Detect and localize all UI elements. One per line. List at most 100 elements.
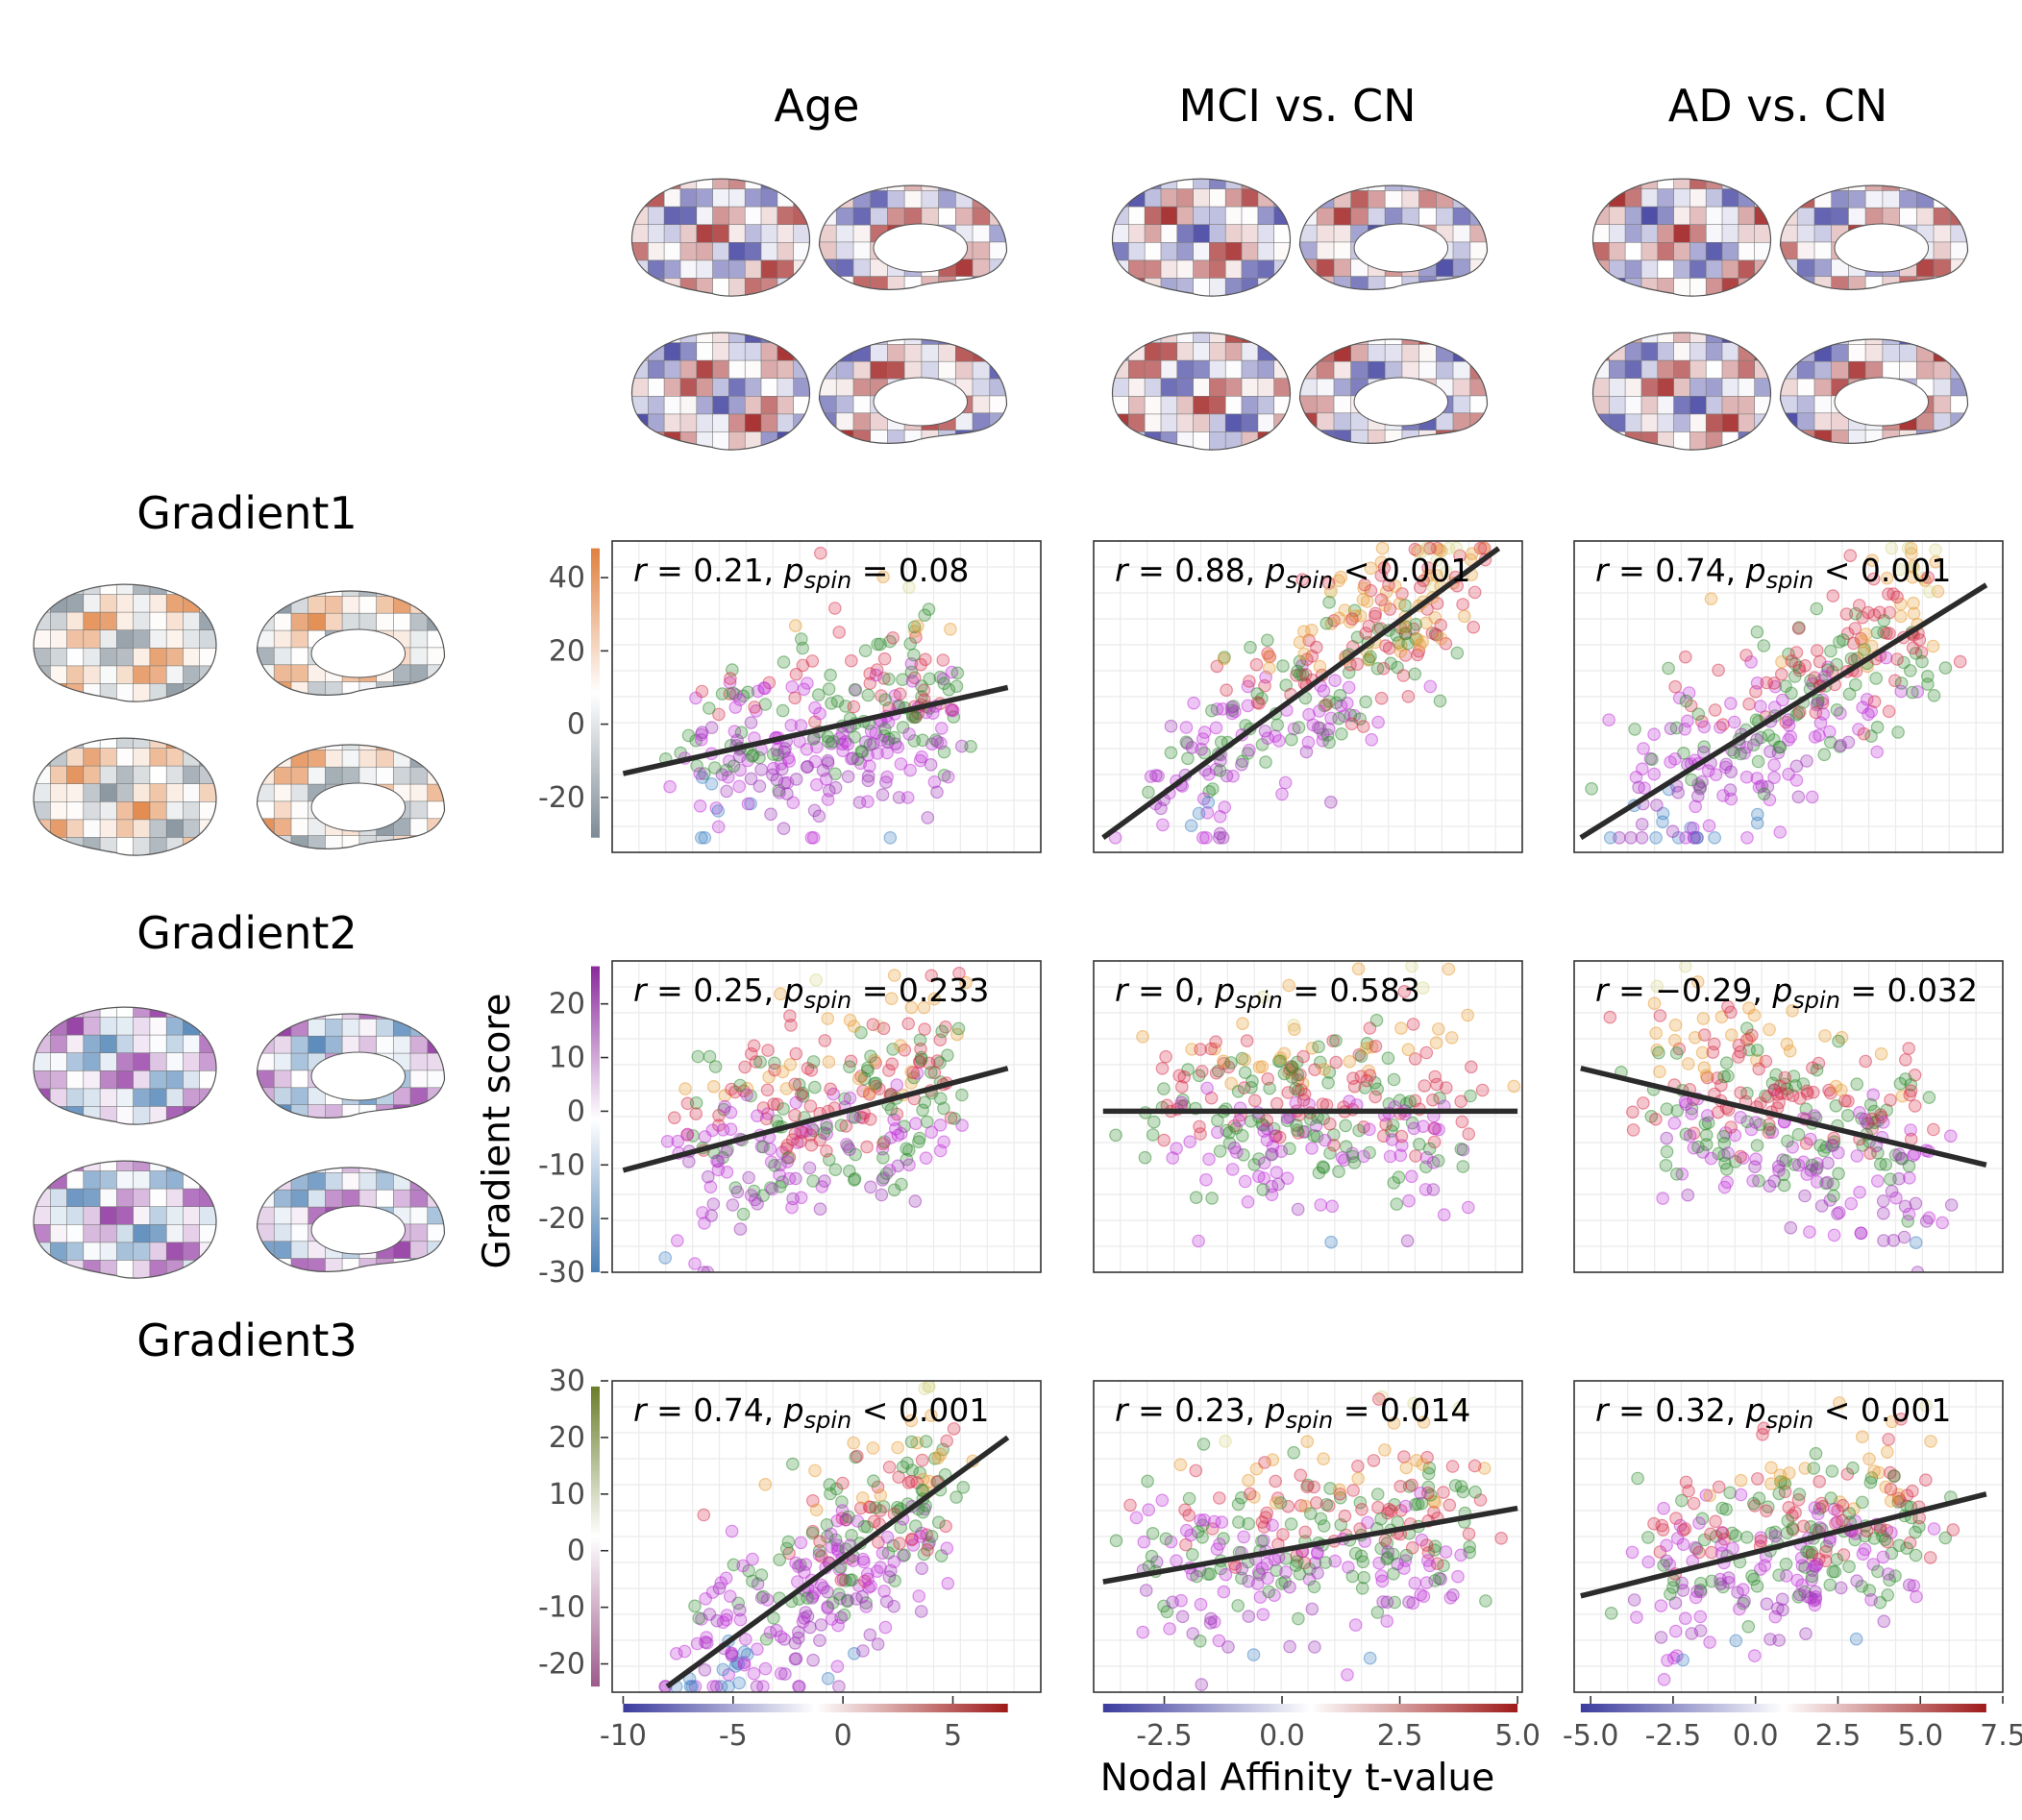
data-point bbox=[1780, 1569, 1793, 1583]
data-point bbox=[732, 1603, 747, 1617]
data-point bbox=[882, 1164, 897, 1177]
data-point bbox=[1307, 1580, 1321, 1594]
annot-r: r bbox=[633, 1391, 649, 1429]
annot-subscript: spin bbox=[1286, 1407, 1334, 1434]
data-point bbox=[931, 1515, 946, 1529]
data-point bbox=[1291, 1555, 1304, 1568]
data-point bbox=[1763, 1118, 1776, 1132]
data-point bbox=[1287, 1019, 1300, 1032]
data-point bbox=[834, 1611, 848, 1625]
data-point bbox=[1706, 1045, 1720, 1059]
data-point bbox=[813, 546, 827, 560]
data-point bbox=[1393, 1148, 1408, 1163]
data-point bbox=[1279, 1565, 1293, 1579]
data-point bbox=[1374, 1569, 1389, 1583]
data-point bbox=[885, 1057, 900, 1070]
data-point bbox=[1138, 1150, 1152, 1165]
data-point bbox=[746, 1574, 759, 1588]
data-point bbox=[1308, 1063, 1321, 1076]
data-point bbox=[1660, 1131, 1673, 1145]
data-point bbox=[1283, 1142, 1296, 1156]
data-point bbox=[923, 1381, 936, 1393]
data-point bbox=[1729, 1529, 1742, 1542]
brain-view bbox=[256, 590, 446, 696]
data-point bbox=[1894, 1413, 1908, 1426]
data-point bbox=[1826, 589, 1840, 603]
data-point bbox=[720, 1166, 734, 1179]
data-point bbox=[1308, 1640, 1321, 1654]
data-point bbox=[1226, 769, 1240, 783]
data-point bbox=[1421, 1487, 1435, 1500]
data-point bbox=[1314, 1512, 1328, 1526]
data-point bbox=[1834, 738, 1848, 752]
scatter-panel: r = 0.74, pspin < 0.001 bbox=[1573, 540, 2004, 853]
data-point bbox=[749, 1055, 763, 1069]
data-point bbox=[1276, 659, 1290, 673]
data-point bbox=[1752, 780, 1766, 794]
data-point bbox=[1728, 1128, 1742, 1143]
data-point bbox=[715, 687, 729, 701]
data-point bbox=[1803, 1225, 1816, 1239]
data-point bbox=[773, 1553, 786, 1566]
data-point bbox=[1247, 1158, 1261, 1171]
data-point bbox=[1192, 806, 1206, 821]
data-point bbox=[1927, 688, 1941, 702]
data-point bbox=[1257, 1124, 1270, 1138]
data-point bbox=[801, 1591, 814, 1605]
data-point bbox=[1750, 1139, 1764, 1152]
data-point bbox=[876, 672, 891, 685]
data-point bbox=[1748, 1649, 1762, 1662]
data-point bbox=[1647, 767, 1661, 781]
data-point bbox=[1904, 541, 1918, 555]
data-point bbox=[1175, 1080, 1189, 1094]
data-point bbox=[728, 701, 743, 714]
data-point bbox=[1345, 1149, 1360, 1164]
data-point bbox=[1652, 1045, 1665, 1060]
data-point bbox=[697, 1266, 711, 1272]
data-point bbox=[1437, 1486, 1450, 1499]
data-point bbox=[1411, 632, 1424, 647]
data-point bbox=[1142, 785, 1155, 799]
data-point bbox=[744, 716, 758, 729]
data-point bbox=[1679, 1475, 1693, 1489]
data-point bbox=[847, 700, 861, 714]
data-point bbox=[1880, 627, 1893, 640]
data-point bbox=[719, 1571, 733, 1586]
data-point bbox=[1807, 1462, 1821, 1475]
data-point bbox=[1209, 721, 1223, 735]
data-point bbox=[1708, 703, 1722, 717]
x-tick-label: -2.5 bbox=[1645, 1719, 1702, 1753]
data-point bbox=[901, 1476, 916, 1489]
annot-p: p bbox=[1214, 971, 1235, 1009]
data-point bbox=[1350, 657, 1365, 671]
data-point bbox=[858, 644, 873, 657]
data-point bbox=[848, 1111, 862, 1124]
data-point bbox=[1383, 1149, 1397, 1164]
data-point bbox=[1690, 974, 1705, 989]
data-point bbox=[1929, 543, 1942, 556]
data-point bbox=[1645, 752, 1659, 766]
data-point bbox=[1791, 790, 1806, 804]
data-point bbox=[1257, 1156, 1271, 1170]
data-point bbox=[1196, 830, 1210, 845]
data-point bbox=[1799, 1137, 1813, 1150]
data-point bbox=[1668, 679, 1682, 694]
data-point bbox=[809, 972, 823, 987]
data-point bbox=[725, 1524, 739, 1538]
data-point bbox=[1432, 1022, 1445, 1036]
data-point bbox=[1842, 687, 1857, 701]
data-point bbox=[1146, 1128, 1160, 1142]
data-point bbox=[1775, 654, 1788, 669]
data-point bbox=[1394, 1021, 1408, 1035]
data-point bbox=[1403, 1094, 1417, 1109]
data-point bbox=[1319, 1556, 1332, 1569]
regression-line bbox=[622, 684, 1009, 776]
data-point bbox=[907, 648, 921, 662]
data-point bbox=[1275, 787, 1289, 801]
data-point bbox=[903, 763, 917, 777]
data-point bbox=[1629, 770, 1643, 784]
data-point bbox=[1818, 1029, 1832, 1043]
data-point bbox=[1222, 1136, 1237, 1150]
data-point bbox=[937, 676, 951, 691]
data-point bbox=[1734, 1111, 1747, 1124]
